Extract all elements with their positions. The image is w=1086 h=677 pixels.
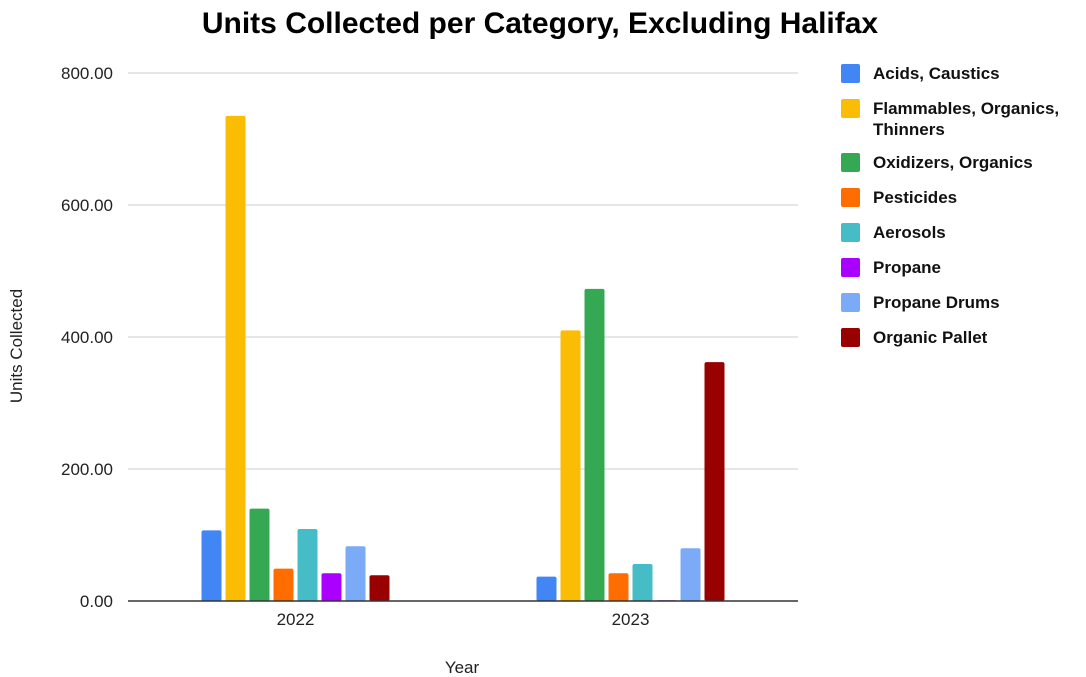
- y-axis-tick-labels: 0.00 200.00 400.00 600.00 800.00: [61, 64, 113, 611]
- x-axis-tick-labels: 2022 2023: [277, 610, 650, 629]
- y-axis-title: Units Collected: [7, 289, 26, 403]
- bar-2022-series-7: [369, 575, 390, 601]
- y-tick-label: 200.00: [61, 460, 113, 479]
- bar-2023-series-2: [584, 288, 605, 601]
- legend-label: Aerosols: [873, 223, 946, 242]
- bar-2022-series-3: [273, 568, 294, 601]
- legend-label: Acids, Caustics: [873, 64, 1000, 83]
- legend-swatch: [841, 293, 860, 312]
- bar-2022-series-4: [297, 529, 318, 601]
- legend-swatch: [841, 223, 860, 242]
- y-tick-label: 400.00: [61, 328, 113, 347]
- bars: [201, 115, 725, 602]
- legend-swatch: [841, 328, 860, 347]
- legend-swatch: [841, 153, 860, 172]
- bar-2023-series-7: [704, 362, 725, 601]
- bar-2022-series-5: [321, 573, 342, 601]
- bar-2023-series-6: [680, 548, 701, 601]
- legend-label: Propane Drums: [873, 293, 1000, 312]
- bar-2023-series-1: [560, 330, 581, 601]
- legend-swatch: [841, 188, 860, 207]
- chart-title: Units Collected per Category, Excluding …: [202, 7, 879, 40]
- bar-2023-series-4: [632, 564, 653, 601]
- legend-label: Organic Pallet: [873, 328, 988, 347]
- y-tick-label: 0.00: [80, 592, 113, 611]
- legend-label: Propane: [873, 258, 941, 277]
- legend-label: Pesticides: [873, 188, 957, 207]
- bar-2023-series-3: [608, 573, 629, 601]
- legend-swatch: [841, 99, 860, 118]
- x-tick-label: 2023: [612, 610, 650, 629]
- y-tick-label: 800.00: [61, 64, 113, 83]
- legend-swatch: [841, 258, 860, 277]
- x-axis-title: Year: [445, 658, 480, 677]
- legend-label: Flammables, Organics, Thinners: [873, 99, 1059, 139]
- x-tick-label: 2022: [277, 610, 315, 629]
- legend-label: Oxidizers, Organics: [873, 153, 1033, 172]
- legend: Acids, Caustics Flammables, Organics, Thin…: [841, 64, 1059, 347]
- bar-2023-series-0: [536, 576, 557, 601]
- y-tick-label: 600.00: [61, 196, 113, 215]
- bar-2022-series-0: [201, 530, 222, 601]
- bar-2022-series-6: [345, 546, 366, 601]
- bar-2022-series-1: [225, 115, 246, 602]
- bar-2022-series-2: [249, 508, 270, 601]
- legend-swatch: [841, 64, 860, 83]
